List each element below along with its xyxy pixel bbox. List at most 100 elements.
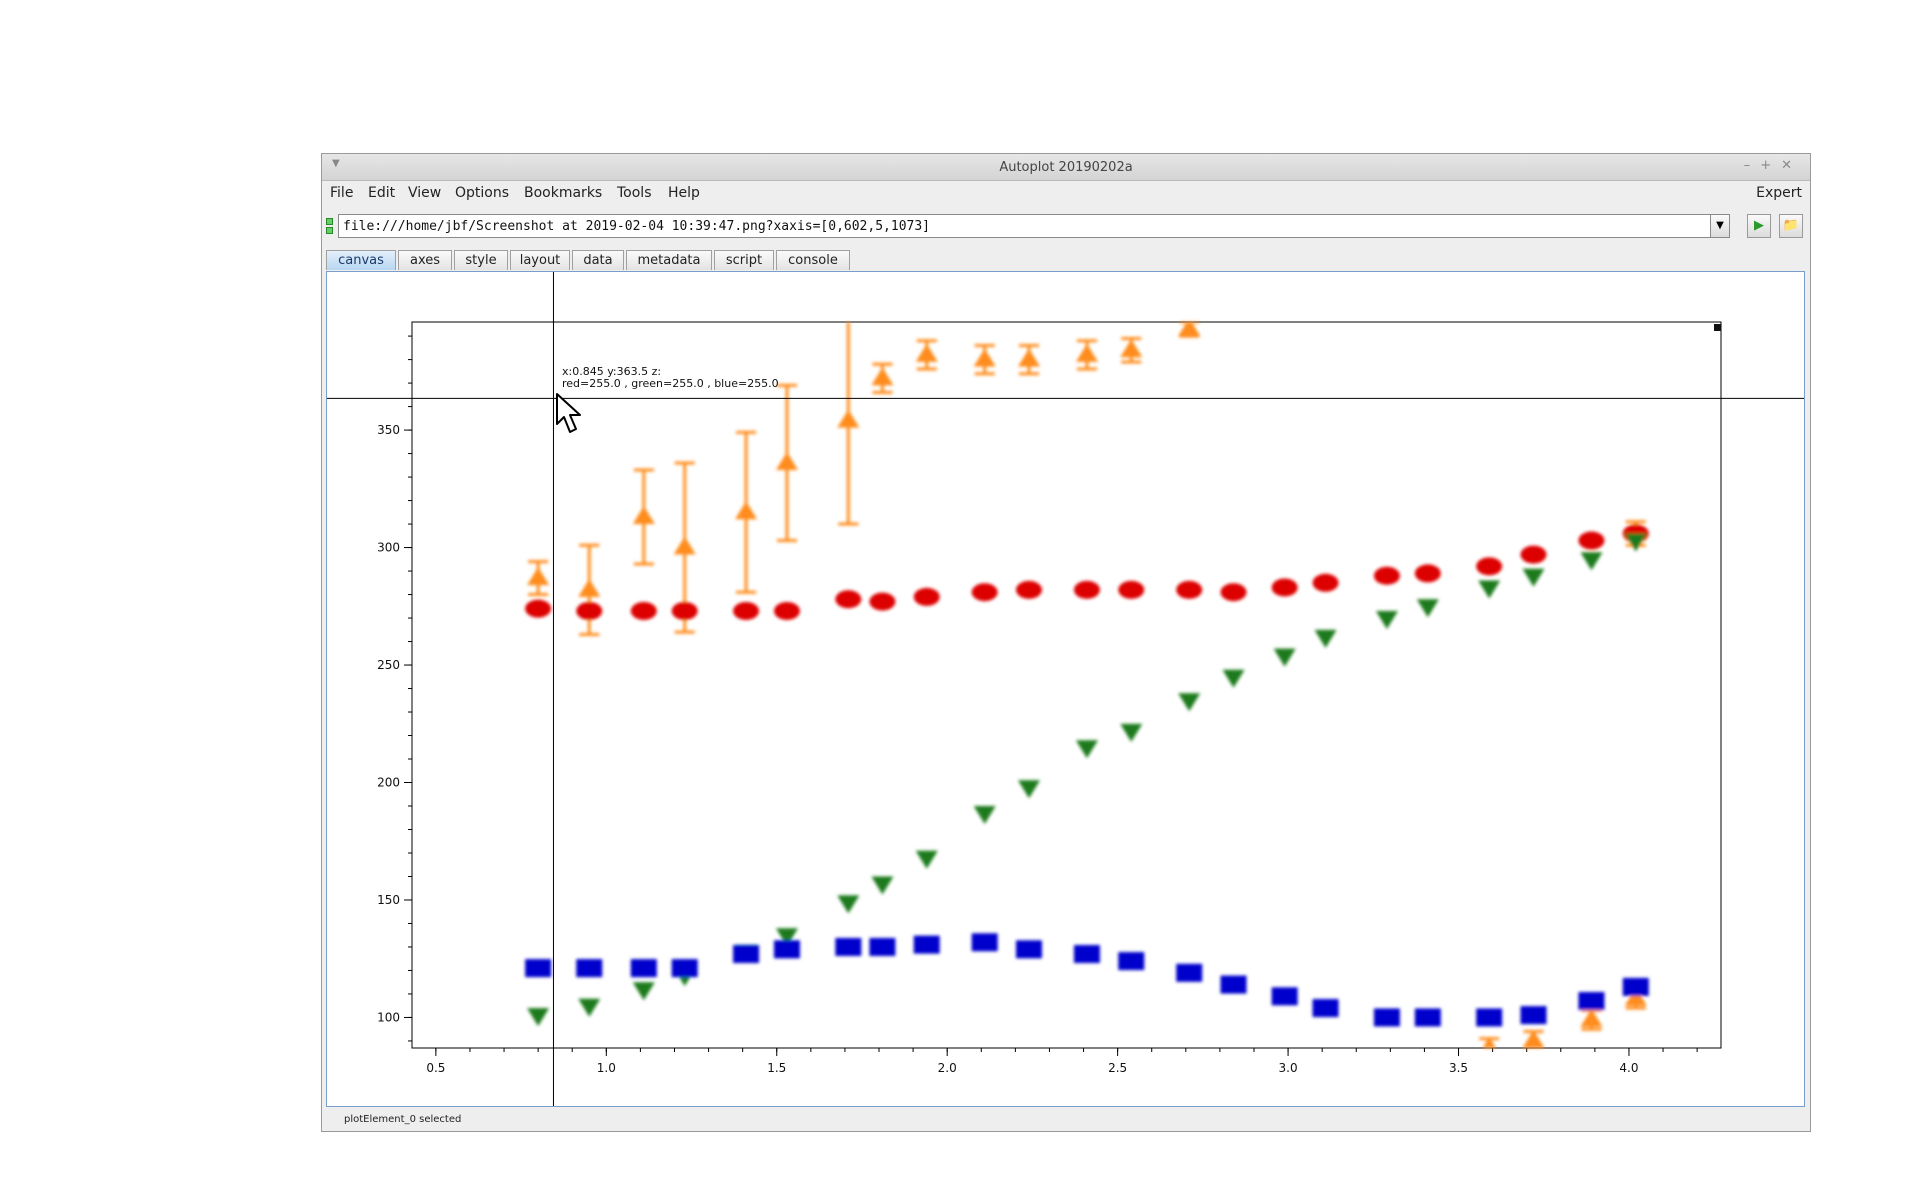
chevron-down-icon[interactable]: ▼ <box>1710 214 1730 238</box>
data-point-square <box>1176 963 1203 982</box>
url-input[interactable] <box>338 214 1730 238</box>
data-point-triangle-down <box>632 982 655 1001</box>
data-point-triangle-down <box>1624 533 1647 552</box>
data-point-triangle-down <box>1478 580 1501 599</box>
x-tick-label: 1.0 <box>597 1061 616 1075</box>
data-point-triangle-up <box>1178 322 1201 337</box>
data-point-triangle-up <box>1482 1037 1496 1048</box>
data-point-square <box>733 945 760 964</box>
data-point-circle <box>1220 583 1247 602</box>
tab-console[interactable]: console <box>776 250 850 270</box>
data-point-triangle-down <box>1522 568 1545 587</box>
data-point-circle <box>1312 573 1339 592</box>
title-bar[interactable]: ▼ Autoplot 20190202a –+✕ <box>322 154 1810 181</box>
window-menu-icon[interactable]: ▼ <box>332 158 340 169</box>
data-point-triangle-up <box>837 409 860 428</box>
x-axis: 0.5 1.0 1.5 2.0 2.5 3.0 3.5 4.0 <box>426 1048 1698 1075</box>
tab-layout[interactable]: layout <box>510 250 570 270</box>
menu-bar: File Edit View Options Bookmarks Tools H… <box>322 180 1810 204</box>
y-tick-label: 250 <box>377 658 400 672</box>
data-point-circle <box>1476 557 1503 576</box>
tab-canvas[interactable]: canvas <box>326 250 396 270</box>
corner-marker <box>1714 324 1721 331</box>
data-point-square <box>913 935 940 954</box>
menu-expert[interactable]: Expert <box>1756 185 1802 201</box>
menu-help[interactable]: Help <box>668 185 700 201</box>
menu-options[interactable]: Options <box>455 185 510 201</box>
window-controls[interactable]: –+✕ <box>1743 158 1802 173</box>
data-point-triangle-down <box>1222 669 1245 688</box>
data-point-triangle-down <box>1580 552 1603 571</box>
data-marks <box>525 322 1649 1048</box>
data-point-triangle-down <box>915 850 938 869</box>
data-point-square <box>1622 977 1649 996</box>
data-point-circle <box>1073 580 1100 599</box>
data-point-triangle-down <box>1375 611 1398 630</box>
y-tick-label: 100 <box>377 1010 400 1024</box>
data-point-triangle-down <box>1314 629 1337 648</box>
data-point-triangle-up <box>578 578 601 597</box>
folder-icon[interactable]: 📁 <box>1779 214 1803 238</box>
data-point-square <box>971 933 998 952</box>
data-point-square <box>1016 940 1043 959</box>
menu-view[interactable]: View <box>408 185 442 201</box>
data-point-triangle-up <box>1580 1008 1603 1027</box>
tab-metadata[interactable]: metadata <box>626 250 712 270</box>
data-point-circle <box>525 599 552 618</box>
x-tick-label: 0.5 <box>426 1061 445 1075</box>
data-point-triangle-up <box>973 348 996 367</box>
url-bar: ▼ ▶ 📁 <box>322 212 1810 244</box>
data-point-triangle-down <box>1120 723 1143 742</box>
mouse-pointer-icon <box>556 393 581 433</box>
data-point-triangle-down <box>837 895 860 914</box>
x-tick-label: 4.0 <box>1619 1061 1638 1075</box>
data-point-square <box>1520 1006 1547 1025</box>
plot-canvas[interactable]: 100 150 200 250 300 350 0.5 1.0 1.5 2.0 2.5 3.0 3.5… <box>326 271 1805 1107</box>
data-point-square <box>630 959 657 978</box>
data-point-triangle-down <box>578 998 601 1017</box>
crosshair-readout-rgb: red=255.0 , green=255.0 , blue=255.0 <box>562 377 779 390</box>
data-point-circle <box>630 601 657 620</box>
data-point-triangle-up <box>915 343 938 362</box>
tab-axes[interactable]: axes <box>398 250 452 270</box>
data-point-circle <box>1414 564 1441 583</box>
data-point-square <box>1578 992 1605 1011</box>
tab-style[interactable]: style <box>454 250 508 270</box>
tab-script[interactable]: script <box>714 250 774 270</box>
status-indicator-icon <box>326 218 333 234</box>
status-bar-text: plotElement_0 selected <box>344 1114 462 1125</box>
menu-file[interactable]: File <box>330 185 354 201</box>
data-point-square <box>1220 975 1247 994</box>
tab-data[interactable]: data <box>572 250 624 270</box>
data-point-triangle-down <box>973 806 996 825</box>
data-point-triangle-up <box>1624 987 1647 1006</box>
marks-clipped <box>525 322 1649 1048</box>
data-point-square <box>1476 1008 1503 1027</box>
play-icon[interactable]: ▶ <box>1747 214 1771 238</box>
data-point-square <box>671 959 698 978</box>
data-point-triangle-up <box>1018 348 1041 367</box>
data-point-circle <box>1176 580 1203 599</box>
menu-edit[interactable]: Edit <box>368 185 396 201</box>
data-point-square <box>1373 1008 1400 1027</box>
menu-tools[interactable]: Tools <box>617 185 652 201</box>
menu-bookmarks[interactable]: Bookmarks <box>524 185 603 201</box>
data-point-square <box>1073 945 1100 964</box>
data-point-triangle-down <box>1416 599 1439 618</box>
data-point-circle <box>733 601 760 620</box>
data-point-triangle-up <box>527 567 550 586</box>
plot-svg[interactable]: 100 150 200 250 300 350 0.5 1.0 1.5 2.0 2.5 3.0 3.5… <box>327 272 1804 1106</box>
data-point-circle <box>1373 566 1400 585</box>
data-point-square <box>525 959 552 978</box>
data-point-triangle-up <box>1120 339 1143 358</box>
autoplot-window: ▼ Autoplot 20190202a –+✕ File Edit View … <box>321 153 1811 1132</box>
data-point-triangle-down <box>527 1008 550 1027</box>
data-point-triangle-up <box>1075 343 1098 362</box>
data-point-circle <box>576 601 603 620</box>
data-point-triangle-up <box>871 367 894 386</box>
data-point-square <box>1312 999 1339 1018</box>
data-point-triangle-down <box>1018 780 1041 799</box>
data-point-circle <box>835 590 862 609</box>
y-tick-label: 200 <box>377 776 400 790</box>
data-point-square <box>773 940 800 959</box>
